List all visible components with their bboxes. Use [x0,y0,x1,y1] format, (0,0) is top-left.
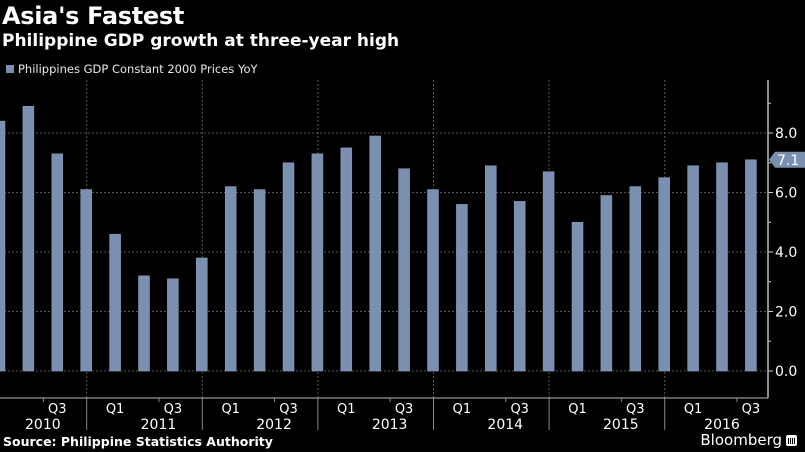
x-quarter-label: Q3 [510,402,529,417]
bar [658,177,670,372]
x-year-label: 2016 [704,417,740,433]
bar [51,153,64,372]
y-tick-label: 6.0 [775,186,797,202]
x-quarter-label: Q3 [164,402,183,417]
bar [311,153,324,372]
bar [138,275,150,372]
legend-swatch [6,65,14,73]
bar [398,168,410,372]
bar [340,147,353,372]
last-value-flag [769,151,805,168]
bar [571,222,584,372]
x-year-label: 2012 [256,417,292,433]
y-tick-label: 4.0 [775,245,797,261]
bar [224,186,237,372]
bar [282,162,295,372]
x-year-label: 2014 [487,417,523,433]
x-year-label: 2015 [603,417,639,433]
x-quarter-label: Q3 [279,402,298,417]
bloomberg-chart-icon [786,434,797,446]
bar [629,186,642,372]
bars [0,105,757,372]
x-quarter-label: Q1 [453,402,472,417]
x-year-label: 2010 [25,417,61,433]
bar [0,120,6,372]
x-year-label: 2011 [141,417,177,433]
chart-subtitle: Philippine GDP growth at three-year high [2,31,400,51]
x-quarter-label: Q1 [337,402,356,417]
source-note: Source: Philippine Statistics Authority [3,434,273,449]
bar [427,189,439,372]
bar [456,204,468,372]
bar [80,189,92,372]
y-tick-label: 0.0 [775,364,797,380]
bar [109,233,121,372]
y-tick-label: 2.0 [775,305,797,321]
x-quarter-label: Q1 [106,402,125,417]
x-year-label: 2013 [372,417,408,433]
bar [542,171,555,372]
brand-name: Bloomberg [700,431,782,449]
bar [513,201,526,372]
legend-label: Philippines GDP Constant 2000 Prices YoY [18,62,258,76]
brand-logo: Bloomberg [700,431,797,449]
bar [253,189,266,372]
bar [369,135,381,372]
x-quarter-label: Q1 [221,402,240,417]
y-tick-label: 8.0 [775,126,797,142]
bar [687,165,699,372]
last-value-label: 7.1 [777,153,799,169]
bar [600,195,613,372]
x-quarter-label: Q3 [48,402,67,417]
x-quarter-label: Q1 [568,402,587,417]
chart-title: Asia's Fastest [2,2,185,30]
x-quarter-label: Q3 [626,402,645,417]
x-quarter-label: Q3 [742,402,761,417]
x-quarter-label: Q1 [684,402,703,417]
bar [196,257,208,372]
legend: Philippines GDP Constant 2000 Prices YoY [6,62,258,76]
axis-labels: 0.0 2.0 4.0 6.0 8.0 Q3 Q1 Q3 Q1 Q3 Q1 Q3 Q1 Q3 Q1 Q3 Q1 Q… [25,126,805,433]
axes [0,80,773,430]
bar [22,105,35,372]
bar [745,159,757,372]
bar [167,278,179,372]
bar [716,162,728,372]
x-quarter-label: Q3 [395,402,414,417]
bar [485,165,497,372]
